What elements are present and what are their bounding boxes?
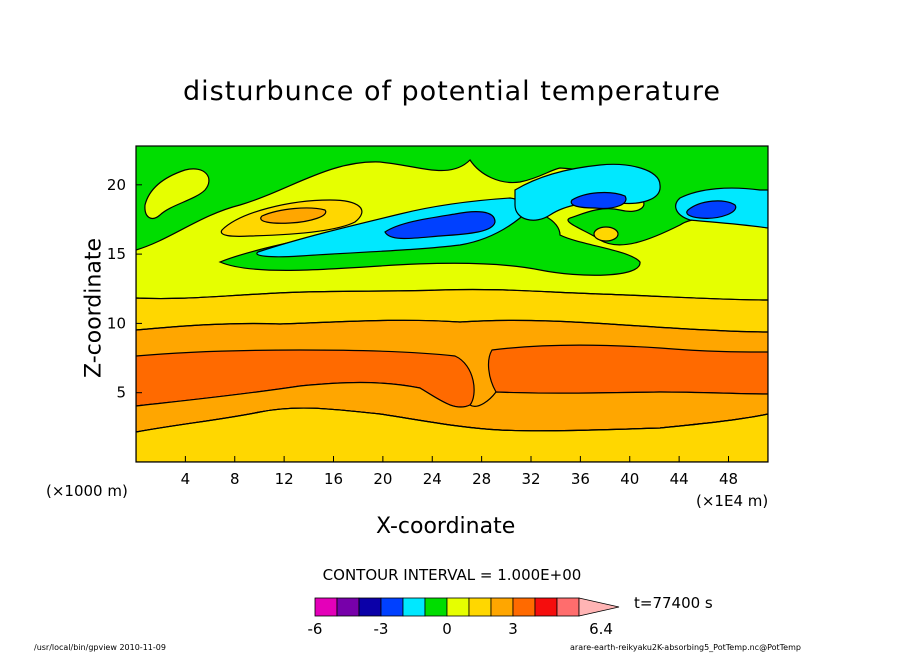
x-tick-label: 12	[275, 470, 294, 488]
x-tick-label: 28	[472, 470, 491, 488]
colorbar-tick-label: 6.4	[589, 620, 613, 638]
contour-fill-blue-3	[686, 200, 737, 219]
x-unit-label: (×1E4 m)	[696, 492, 769, 510]
colorbar-swatch	[534, 597, 558, 617]
contour-fill-band-3-right	[487, 344, 768, 395]
colorbar-arrow	[578, 597, 620, 617]
colorbar-swatch	[402, 597, 426, 617]
colorbar-swatch	[314, 597, 338, 617]
contour-fill-yellow-small	[593, 226, 619, 242]
footer-left: /usr/local/bin/gpview 2010-11-09	[34, 643, 166, 652]
colorbar-swatch	[336, 597, 360, 617]
x-axis-label: X-coordinate	[376, 514, 516, 539]
contour-fill-yellow-blob	[144, 168, 210, 219]
x-tick-label: 4	[181, 470, 191, 488]
y-tick-label: 20	[107, 176, 126, 194]
contour-fill-orange-core	[260, 207, 327, 224]
colorbar-swatch	[424, 597, 448, 617]
x-tick-label: 48	[719, 470, 738, 488]
colorbar-swatch	[556, 597, 580, 617]
z-unit-label: (×1000 m)	[46, 482, 128, 500]
y-axis-label: Z-coordinate	[81, 238, 107, 378]
y-tick-label: 10	[107, 314, 126, 332]
x-tick-label: 36	[571, 470, 590, 488]
chart-title: disturbunce of potential temperature	[183, 76, 721, 107]
colorbar: -6 -3 0 3 6.4	[308, 597, 620, 638]
contour-fill-blue	[384, 211, 496, 240]
colorbar-tick-label: 3	[508, 620, 518, 638]
x-tick-label: 24	[423, 470, 442, 488]
colorbar-tick-label: -3	[374, 620, 389, 638]
x-tick-label: 20	[373, 470, 392, 488]
colorbar-swatch	[512, 597, 536, 617]
x-tick-label: 44	[670, 470, 689, 488]
colorbar-swatch	[358, 597, 382, 617]
colorbar-tick-label: 0	[442, 620, 452, 638]
colorbar-swatch	[490, 597, 514, 617]
footer-right: arare-earth-reikyaku2K-absorbing5_PotTem…	[570, 643, 801, 652]
x-tick-label: 40	[620, 470, 639, 488]
colorbar-tick-label: -6	[308, 620, 323, 638]
contour-fill-cyan	[256, 197, 526, 258]
colorbar-swatch	[380, 597, 404, 617]
x-axis-ticks: 4 8 12 16 20 24 28 32 36 40 44 48	[181, 456, 738, 488]
colorbar-swatch	[468, 597, 492, 617]
y-tick-label: 5	[116, 384, 126, 402]
x-tick-label: 16	[324, 470, 343, 488]
contour-field	[135, 145, 769, 463]
x-tick-label: 32	[521, 470, 540, 488]
contour-fill-cyan-right	[514, 163, 661, 221]
x-tick-label: 8	[230, 470, 240, 488]
y-tick-label: 15	[107, 245, 126, 263]
colorbar-swatch	[446, 597, 470, 617]
time-label: t=77400 s	[634, 594, 713, 612]
contour-fill-blue-2	[570, 191, 627, 209]
contour-interval-label: CONTOUR INTERVAL = 1.000E+00	[322, 566, 582, 584]
y-axis-ticks: 5 10 15 20	[107, 176, 142, 402]
